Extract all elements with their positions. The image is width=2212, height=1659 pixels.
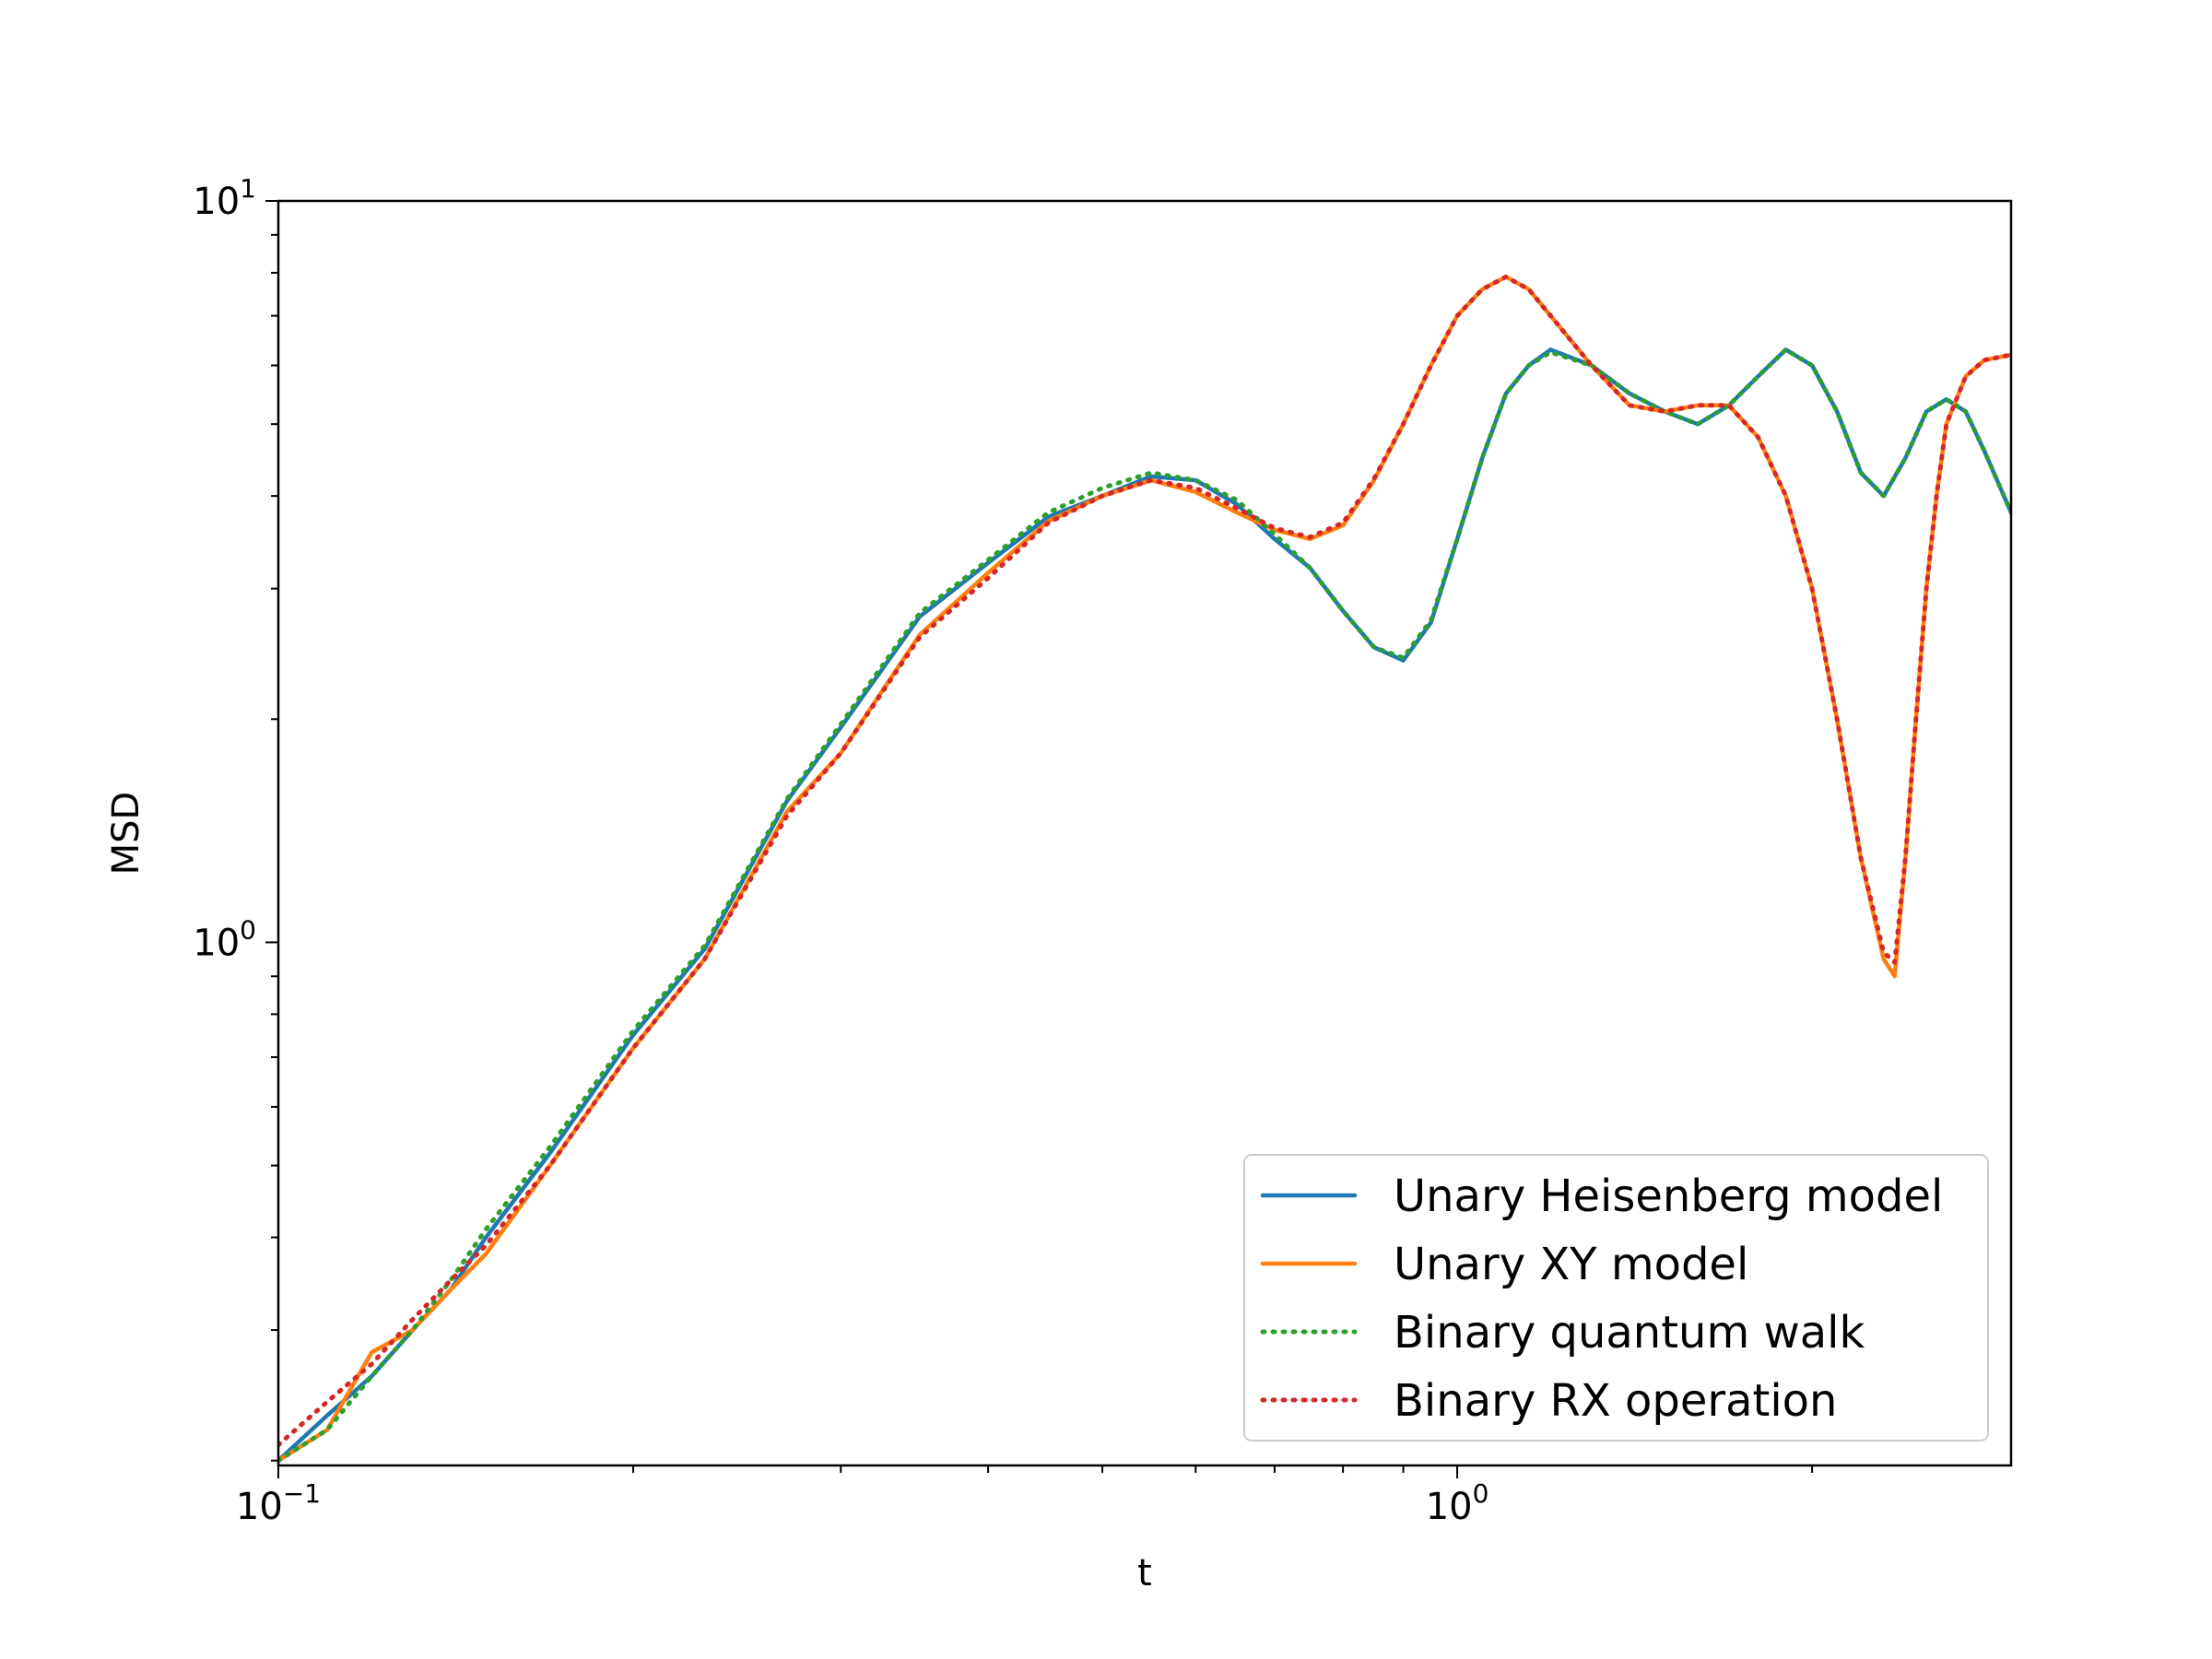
legend-box bbox=[1243, 1154, 1989, 1441]
y-tick-label: 100 bbox=[193, 914, 256, 964]
series-line-3 bbox=[278, 347, 2011, 1464]
legend-label: Binary RX operation bbox=[1394, 1375, 1837, 1427]
legend-label: Unary XY model bbox=[1394, 1239, 1748, 1290]
x-tick-label: 100 bbox=[1426, 1478, 1489, 1528]
x-axis-label: t bbox=[1137, 1552, 1152, 1594]
legend-label: Binary quantum walk bbox=[1394, 1307, 1865, 1359]
y-axis-label: MSD bbox=[105, 792, 147, 876]
x-tick-label: 10−1 bbox=[236, 1478, 321, 1528]
series-layer bbox=[278, 274, 2011, 1464]
series-line-1 bbox=[278, 347, 2011, 1463]
ticks-layer: 10−1 100 100 101 bbox=[193, 173, 1814, 1528]
plot-frame bbox=[276, 199, 2013, 1467]
legend: Unary Heisenberg model Unary XY model Bina… bbox=[1243, 1154, 1989, 1441]
y-tick-label: 101 bbox=[193, 173, 256, 223]
series-line-4 bbox=[278, 274, 2011, 1448]
legend-label: Unary Heisenberg model bbox=[1394, 1171, 1943, 1222]
